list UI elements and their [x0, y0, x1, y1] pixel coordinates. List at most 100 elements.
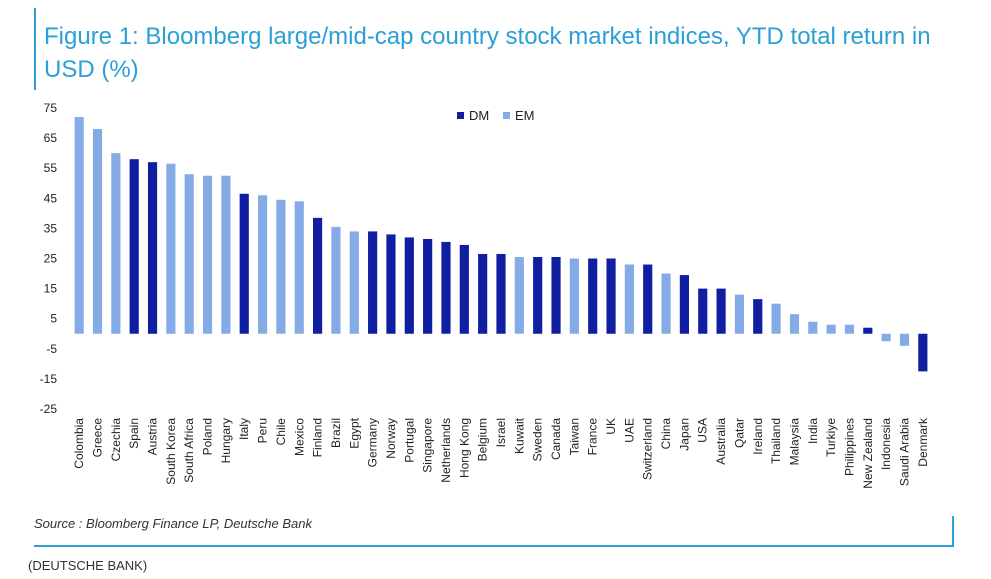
figure-title: Figure 1: Bloomberg large/mid-cap countr…	[44, 23, 931, 83]
bar-kuwait	[514, 257, 524, 334]
x-tick-label: Netherlands	[439, 418, 453, 483]
bar-philippines	[844, 324, 855, 334]
x-tick-label: Egypt	[347, 417, 361, 448]
x-tick-label: Ireland	[751, 418, 765, 455]
x-tick-label: China	[659, 418, 673, 450]
bar-hungary	[221, 175, 231, 334]
bar-poland	[202, 175, 213, 334]
y-tick-label: 15	[44, 282, 58, 296]
bar-thailand	[771, 303, 781, 334]
image-credit: (DEUTSCHE BANK)	[28, 558, 148, 573]
x-tick-label: Kuwait	[512, 417, 526, 454]
x-tick-label: Germany	[366, 418, 380, 467]
x-axis-labels: Colombia Greece Czechia Spain Austria South K…	[72, 417, 930, 489]
bar-colombia	[74, 117, 84, 334]
bar-brazil	[331, 226, 341, 334]
bar-south-korea	[166, 163, 176, 334]
bar-netherlands	[441, 241, 451, 334]
bar-belgium	[478, 253, 488, 334]
x-tick-label: Malaysia	[787, 418, 801, 466]
bar-usa	[698, 288, 708, 334]
bar-finland	[313, 217, 323, 334]
bar-indonesia	[881, 333, 891, 342]
bar-singapore	[423, 238, 433, 334]
legend-swatch-em	[503, 112, 510, 119]
x-tick-label: Belgium	[476, 418, 490, 461]
bar-qatar	[734, 294, 745, 334]
x-tick-label: Indonesia	[879, 418, 893, 470]
bar-czechia	[111, 153, 121, 334]
bar-germany	[368, 231, 378, 334]
y-axis: 75 65 55 45 35 25 15 5 -5 -15 -25	[40, 101, 58, 416]
bar-uk	[606, 258, 616, 334]
y-tick-label: 65	[44, 131, 58, 145]
x-tick-label: UAE	[622, 418, 636, 443]
y-tick-label: 35	[44, 221, 58, 235]
x-tick-label: Thailand	[769, 418, 783, 464]
bar-south-africa	[184, 174, 194, 334]
x-tick-label: Austria	[146, 418, 160, 456]
bar-uae	[624, 264, 634, 334]
x-tick-label: India	[806, 418, 820, 444]
y-tick-label: 25	[44, 252, 58, 266]
x-tick-label: France	[586, 418, 600, 456]
x-tick-label: Singapore	[421, 418, 435, 473]
x-tick-label: Peru	[256, 418, 270, 443]
x-tick-label: Denmark	[916, 417, 930, 467]
bar-sweden	[533, 257, 543, 334]
x-tick-label: Sweden	[531, 418, 545, 461]
bar-ireland	[753, 299, 763, 334]
x-tick-label: New Zealand	[861, 418, 875, 489]
bar-australia	[716, 288, 726, 334]
bar-switzerland	[643, 264, 653, 334]
x-tick-label: Greece	[91, 418, 105, 458]
frame-right-border	[952, 516, 954, 547]
bar-greece	[92, 129, 103, 334]
x-tick-label: South Africa	[182, 418, 196, 483]
x-tick-label: Saudi Arabia	[897, 418, 911, 486]
bar-chile	[276, 199, 286, 334]
x-tick-label: Colombia	[72, 418, 86, 469]
x-tick-label: UK	[604, 418, 618, 435]
bar-norway	[386, 234, 396, 334]
bar-saudi-arabia	[899, 333, 910, 346]
bar-mexico	[294, 201, 304, 334]
bar-egypt	[349, 231, 359, 334]
bar-china	[661, 273, 671, 334]
legend-swatch-dm	[457, 112, 464, 119]
x-tick-label: Hong Kong	[457, 418, 471, 478]
y-tick-label: -25	[40, 402, 58, 416]
y-tick-label: 5	[50, 312, 57, 326]
x-tick-label: Australia	[714, 418, 728, 465]
x-tick-label: Spain	[127, 418, 141, 449]
frame-left-border	[34, 8, 36, 90]
bar-malaysia	[789, 314, 800, 334]
bar-turkiye	[826, 324, 836, 334]
bar-spain	[129, 159, 139, 334]
x-tick-label: Poland	[201, 418, 215, 455]
x-tick-label: Canada	[549, 418, 563, 460]
legend: DM EM	[457, 108, 535, 123]
x-tick-label: Norway	[384, 418, 398, 459]
chart-source: Source : Bloomberg Finance LP, Deutsche …	[34, 516, 312, 531]
x-tick-label: Portugal	[402, 418, 416, 463]
x-tick-label: Czechia	[109, 418, 123, 462]
x-tick-label: Chile	[274, 418, 288, 446]
bar-hong-kong	[459, 244, 469, 334]
bar-india	[808, 321, 818, 334]
bars	[74, 117, 928, 372]
x-tick-label: Israel	[494, 418, 508, 447]
y-tick-label: 55	[44, 161, 58, 175]
bar-france	[588, 258, 598, 334]
bar-israel	[496, 253, 506, 334]
y-tick-label: 45	[44, 191, 58, 205]
x-tick-label: Hungary	[219, 418, 233, 463]
x-tick-label: Italy	[237, 418, 251, 440]
x-tick-label: South Korea	[164, 418, 178, 485]
y-tick-label: -15	[40, 372, 58, 386]
frame-bottom-border	[34, 545, 954, 547]
legend-label-em: EM	[515, 108, 535, 123]
bar-portugal	[404, 237, 414, 334]
x-tick-label: Qatar	[732, 418, 746, 448]
